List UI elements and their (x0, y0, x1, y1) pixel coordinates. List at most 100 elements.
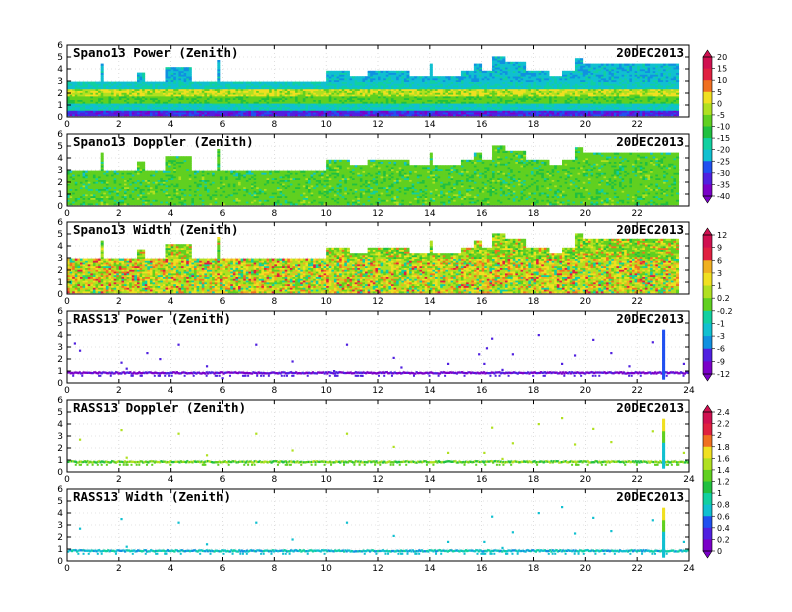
heatmap-cell (302, 114, 306, 117)
heatmap-cell (497, 112, 501, 115)
heatmap-cell (359, 94, 363, 97)
heatmap-cell (406, 112, 410, 115)
heatmap-cell (458, 94, 462, 97)
heatmap-cell (595, 114, 599, 117)
heatmap-cell (580, 96, 584, 99)
heatmap-cell (212, 85, 216, 88)
heatmap-cell (331, 103, 335, 106)
heatmap-cell (554, 96, 558, 99)
heatmap-cell (300, 105, 304, 108)
heatmap-cell (124, 96, 128, 99)
heatmap-cell (447, 85, 451, 88)
heatmap-cell (245, 99, 249, 102)
heatmap-cell (113, 90, 117, 93)
heatmap-cell (339, 99, 343, 102)
heatmap-cell (460, 94, 464, 97)
heatmap-cell (85, 85, 89, 88)
heatmap-cell (375, 70, 379, 73)
heatmap-cell (562, 79, 565, 82)
heatmap-cell (100, 94, 104, 97)
heatmap-cell (72, 94, 76, 97)
heatmap-cell (287, 99, 291, 102)
heatmap-cell (422, 83, 426, 86)
heatmap-cell (435, 108, 439, 111)
heatmap-cell (230, 101, 234, 104)
heatmap-cell (199, 90, 203, 93)
heatmap-cell (157, 112, 161, 115)
heatmap-cell (468, 96, 472, 99)
heatmap-cell (79, 97, 83, 100)
heatmap-cell (409, 114, 413, 117)
heatmap-cell (372, 103, 376, 106)
heatmap-cell (380, 108, 384, 111)
heatmap-cell (77, 85, 81, 88)
heatmap-cell (414, 103, 418, 106)
heatmap-cell (354, 76, 358, 79)
heatmap-cell (289, 81, 293, 84)
heatmap-cell (533, 87, 537, 90)
heatmap-cell (295, 87, 299, 90)
heatmap-cell (359, 105, 363, 108)
heatmap-cell (131, 96, 135, 99)
heatmap-cell (243, 96, 247, 99)
heatmap-cell (515, 94, 519, 97)
heatmap-cell (396, 83, 400, 86)
heatmap-cell (100, 97, 104, 100)
heatmap-cell (261, 114, 265, 117)
heatmap-cell (206, 112, 210, 115)
heatmap-cell (611, 101, 615, 104)
heatmap-cell (593, 103, 597, 106)
heatmap-cell (289, 101, 293, 104)
heatmap-cell (396, 112, 400, 115)
heatmap-cell (422, 81, 426, 84)
heatmap-cell (406, 70, 410, 73)
heatmap-cell (165, 103, 169, 106)
heatmap-cell (263, 108, 267, 111)
heatmap-cell (352, 83, 356, 86)
heatmap-cell (232, 96, 236, 99)
heatmap-cell (606, 94, 610, 97)
heatmap-cell (510, 69, 514, 72)
heatmap-cell (183, 87, 187, 90)
heatmap-cell (116, 83, 120, 86)
heatmap-cell (533, 81, 537, 84)
heatmap-cell (354, 96, 358, 99)
heatmap-cell (403, 87, 407, 90)
heatmap-cell (492, 74, 496, 77)
heatmap-cell (450, 78, 454, 81)
heatmap-cell (507, 101, 511, 104)
heatmap-cell (136, 79, 140, 82)
heatmap-cell (261, 94, 265, 97)
heatmap-cell (209, 105, 213, 108)
heatmap-cell (606, 81, 610, 84)
heatmap-cell (598, 88, 602, 91)
heatmap-cell (238, 90, 242, 93)
heatmap-cell (414, 110, 418, 113)
heatmap-cell (126, 110, 130, 113)
heatmap-cell (191, 94, 195, 97)
heatmap-cell (419, 96, 423, 99)
heatmap-cell (611, 103, 615, 106)
heatmap-cell (183, 78, 187, 81)
heatmap-cell (606, 85, 610, 88)
heatmap-cell (204, 88, 208, 91)
heatmap-cell (372, 79, 376, 82)
heatmap-cell (429, 67, 433, 70)
heatmap-cell (619, 78, 623, 81)
heatmap-cell (162, 81, 166, 84)
heatmap-cell (365, 103, 369, 106)
heatmap-cell (251, 114, 254, 117)
heatmap-cell (82, 87, 86, 90)
heatmap-cell (383, 70, 387, 73)
heatmap-cell (227, 90, 231, 93)
heatmap-cell (157, 87, 161, 90)
heatmap-cell (235, 92, 239, 95)
heatmap-cell (173, 88, 177, 91)
heatmap-cell (103, 81, 107, 84)
heatmap-cell (468, 76, 472, 79)
heatmap-cell (124, 106, 128, 109)
heatmap-cell (352, 87, 356, 90)
heatmap-cell (515, 61, 519, 64)
heatmap-cell (243, 112, 247, 115)
heatmap-cell (74, 96, 78, 99)
